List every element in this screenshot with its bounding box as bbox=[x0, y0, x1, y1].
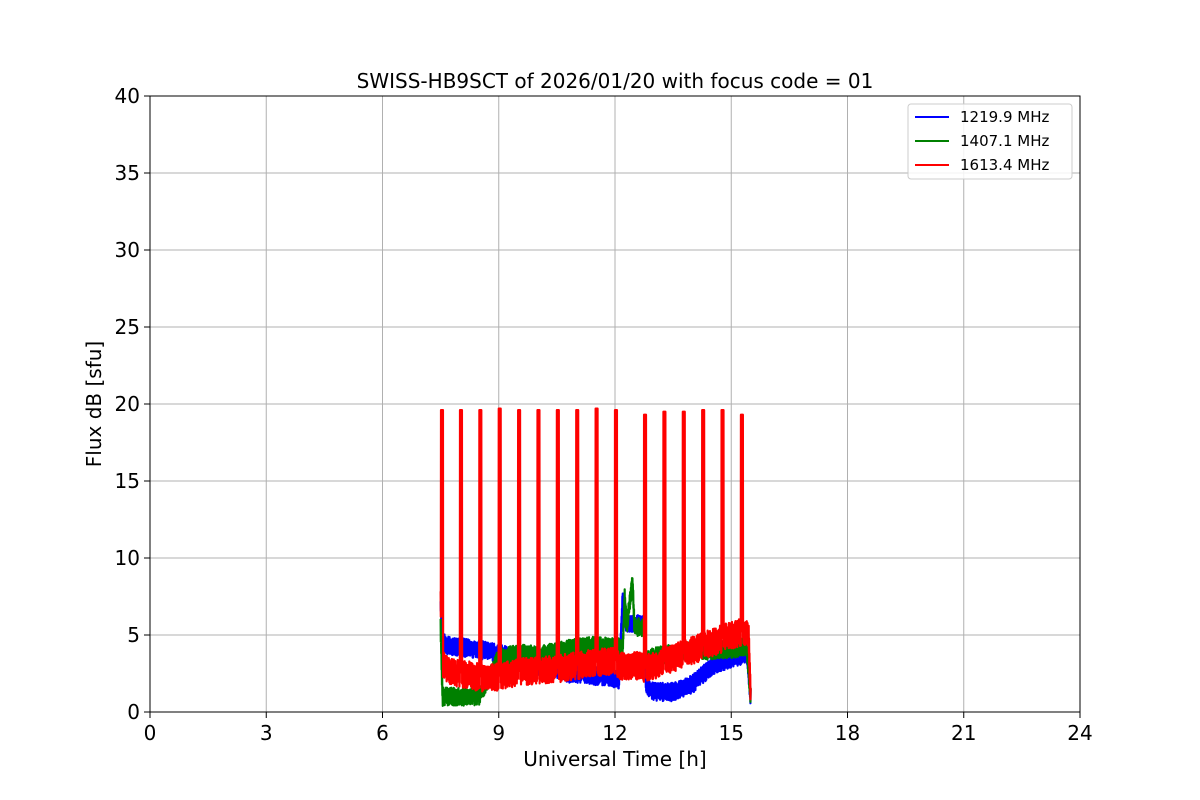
legend-label-1407-1: 1407.1 MHz bbox=[960, 132, 1049, 150]
x-tick-label: 3 bbox=[260, 721, 273, 745]
y-tick-label: 0 bbox=[127, 700, 140, 724]
y-tick-label: 35 bbox=[115, 161, 140, 185]
y-axis-label: Flux dB [sfu] bbox=[82, 341, 106, 467]
x-axis-label: Universal Time [h] bbox=[523, 747, 706, 771]
y-tick-label: 30 bbox=[115, 238, 140, 262]
y-tick-label: 10 bbox=[115, 546, 140, 570]
x-tick-label: 12 bbox=[602, 721, 627, 745]
y-tick-label: 5 bbox=[127, 623, 140, 647]
series-line-1613-4-mhz bbox=[439, 407, 752, 701]
chart-title: SWISS-HB9SCT of 2026/01/20 with focus co… bbox=[357, 69, 874, 93]
x-tick-label: 24 bbox=[1067, 721, 1092, 745]
legend: 1219.9 MHz 1407.1 MHz 1613.4 MHz bbox=[907, 103, 1073, 180]
x-tick-label: 6 bbox=[376, 721, 389, 745]
x-tick-label: 9 bbox=[492, 721, 505, 745]
x-tick-label: 0 bbox=[144, 721, 157, 745]
axis-ticks: 0 3 6 9 12 15 18 21 24 0 5 10 15 20 25 30 35 40 bbox=[115, 84, 1093, 745]
x-tick-label: 21 bbox=[951, 721, 976, 745]
y-tick-label: 15 bbox=[115, 469, 140, 493]
x-tick-label: 18 bbox=[835, 721, 860, 745]
x-tick-label: 15 bbox=[719, 721, 744, 745]
legend-box bbox=[907, 103, 1073, 180]
y-tick-label: 20 bbox=[115, 392, 140, 416]
y-tick-label: 40 bbox=[115, 84, 140, 108]
legend-label-1613-4: 1613.4 MHz bbox=[960, 156, 1049, 174]
series-lines bbox=[439, 407, 752, 707]
legend-label-1219-9: 1219.9 MHz bbox=[960, 108, 1049, 126]
y-tick-label: 25 bbox=[115, 315, 140, 339]
